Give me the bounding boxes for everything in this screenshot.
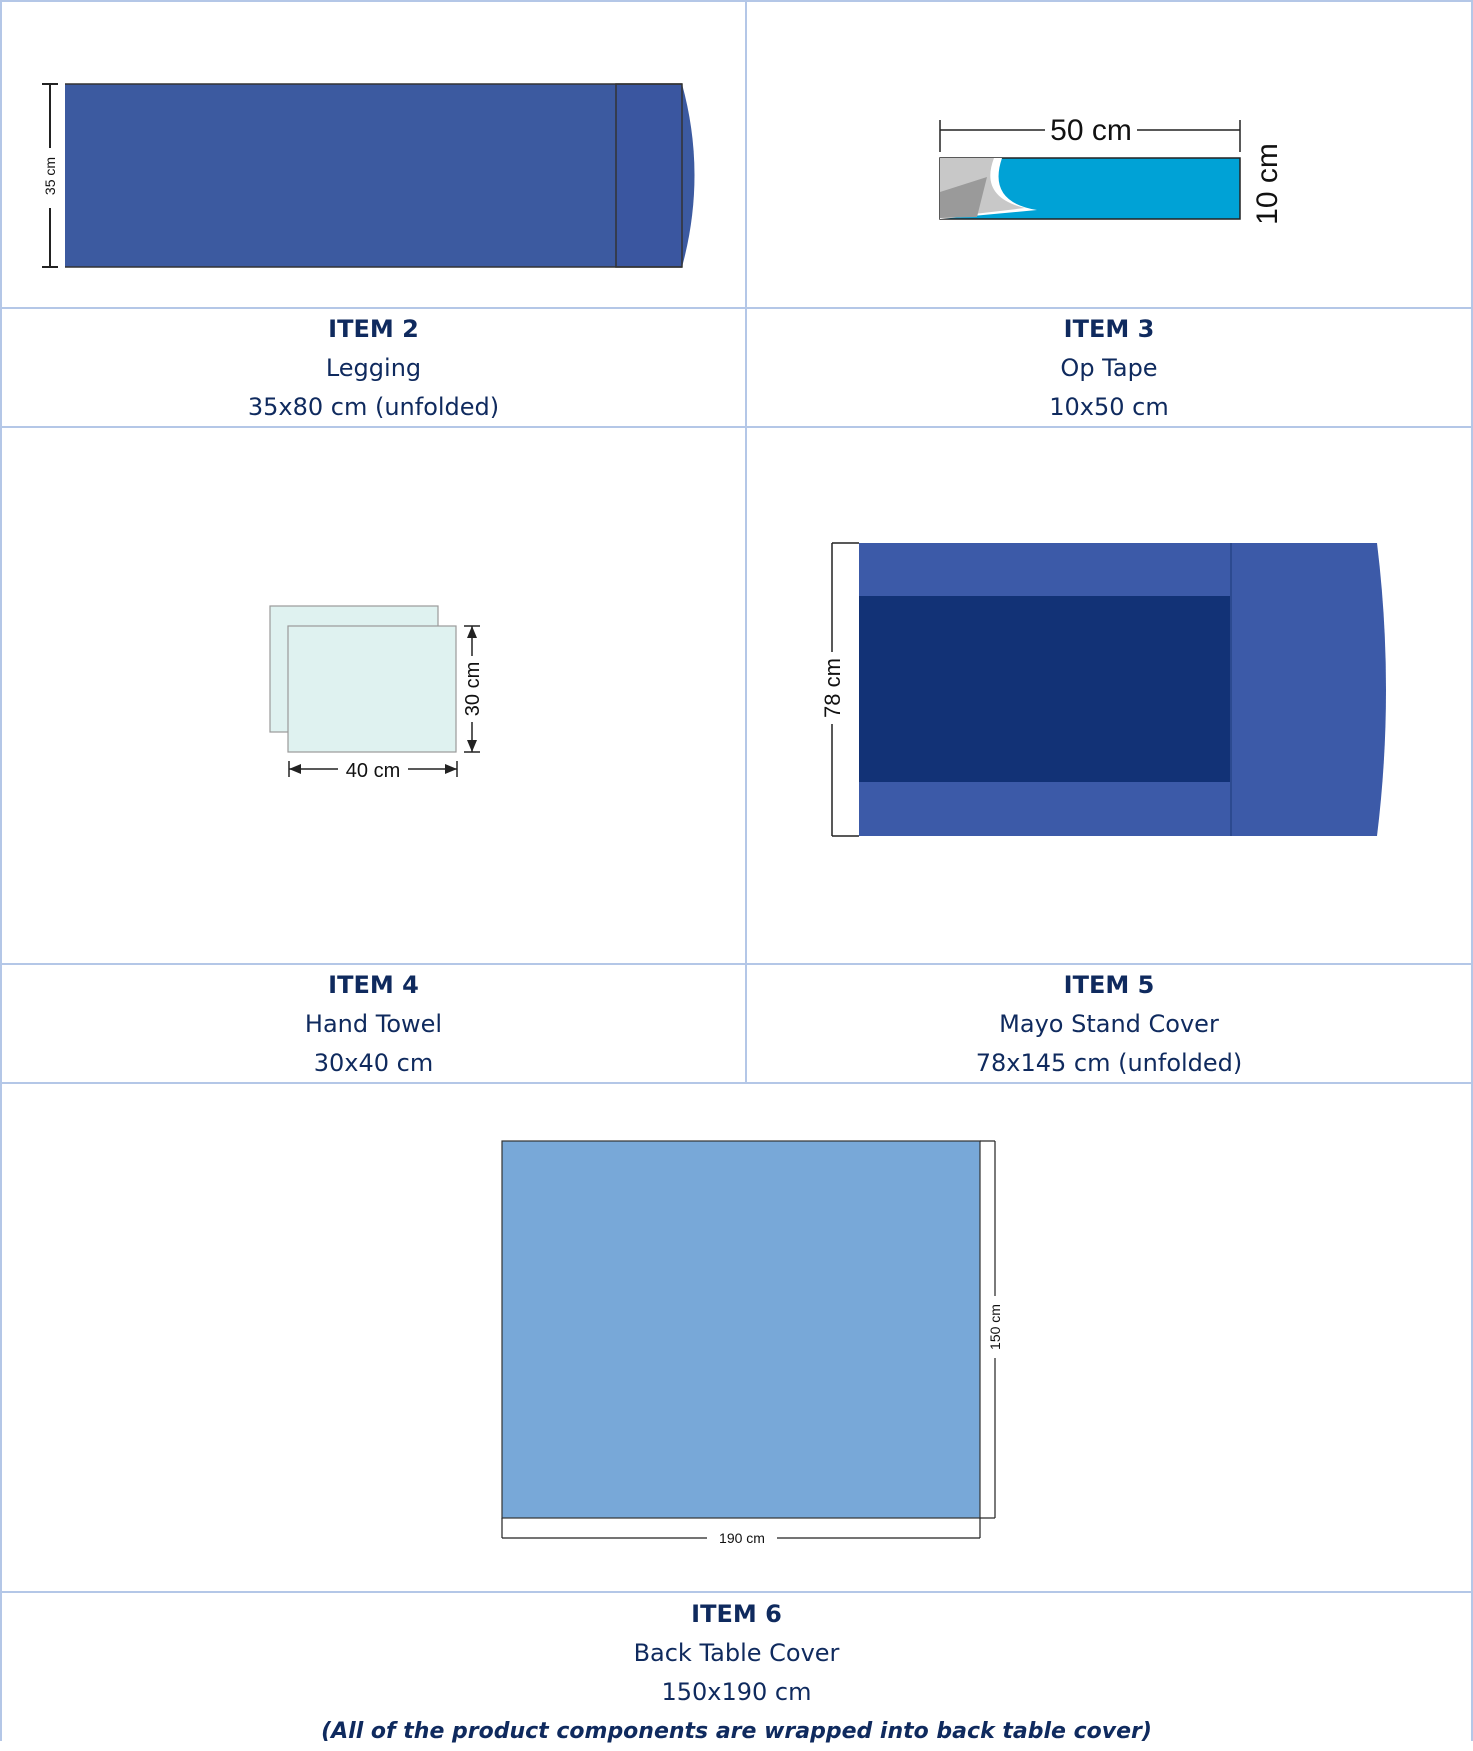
item-2-size: 35x80 cm (unfolded) [247, 393, 500, 421]
hand-towel-height-label: 30 cm [462, 662, 484, 716]
item-5-caption: ITEM 5 Mayo Stand Cover 78x145 cm (unfol… [747, 966, 1471, 1083]
item-2-name: Legging [325, 354, 422, 382]
item-3-size: 10x50 cm [1049, 393, 1169, 421]
op-tape-width-label: 10 cm [1251, 143, 1284, 225]
back-table-cover-drawing-cell: 150 cm 190 cm [2, 1084, 1471, 1591]
item-6-caption: ITEM 6 Back Table Cover 150x190 cm (All … [2, 1595, 1471, 1751]
item-5-size: 78x145 cm (unfolded) [975, 1049, 1243, 1077]
op-tape-length-label: 50 cm [1050, 114, 1132, 147]
item-6-size: 150x190 cm [661, 1678, 812, 1706]
table-border [0, 307, 1473, 309]
hand-towel-drawing: 30 cm 40 cm [269, 605, 484, 782]
table-border [0, 426, 1473, 428]
back-table-cover-height-label: 150 cm [987, 1304, 1003, 1350]
table-border [0, 963, 1473, 965]
back-table-cover-width-label: 190 cm [719, 1530, 765, 1546]
back-table-cover-drawing: 150 cm 190 cm [501, 1140, 1004, 1548]
item-3-name: Op Tape [1060, 354, 1158, 382]
item-2-caption: ITEM 2 Legging 35x80 cm (unfolded) [2, 310, 745, 427]
item-4-caption: ITEM 4 Hand Towel 30x40 cm [2, 966, 745, 1083]
table-border [0, 0, 2, 1741]
mayo-cover-height-label: 78 cm [820, 658, 845, 718]
item-6-name: Back Table Cover [633, 1639, 840, 1667]
item-5-title: ITEM 5 [1063, 971, 1155, 999]
item-4-title: ITEM 4 [328, 971, 419, 999]
hand-towel-drawing-cell: 30 cm 40 cm [2, 428, 745, 963]
legging-drawing: 35 cm [42, 83, 695, 268]
item-3-caption: ITEM 3 Op Tape 10x50 cm [747, 310, 1471, 427]
table-border [0, 1591, 1473, 1593]
legging-height-label: 35 cm [42, 157, 58, 195]
item-6-note: (All of the product components are wrapp… [321, 1719, 1152, 1744]
item-6-title: ITEM 6 [691, 1600, 782, 1628]
item-5-name: Mayo Stand Cover [999, 1010, 1219, 1038]
mayo-cover-drawing: 78 cm [820, 542, 1386, 837]
item-4-name: Hand Towel [304, 1010, 443, 1038]
table-border [0, 1082, 1473, 1084]
table-border [745, 0, 747, 1084]
table-border [1471, 0, 1473, 1741]
item-2-title: ITEM 2 [328, 315, 419, 343]
table-border [0, 0, 1473, 2]
op-tape-drawing-cell: 50 cm 10 cm [747, 2, 1471, 307]
hand-towel-width-label: 40 cm [346, 760, 400, 782]
mayo-cover-drawing-cell: 78 cm [747, 428, 1471, 963]
item-3-title: ITEM 3 [1063, 315, 1155, 343]
op-tape-drawing: 50 cm 10 cm [939, 112, 1284, 225]
legging-drawing-cell: 35 cm [2, 2, 745, 307]
item-4-size: 30x40 cm [313, 1049, 434, 1077]
